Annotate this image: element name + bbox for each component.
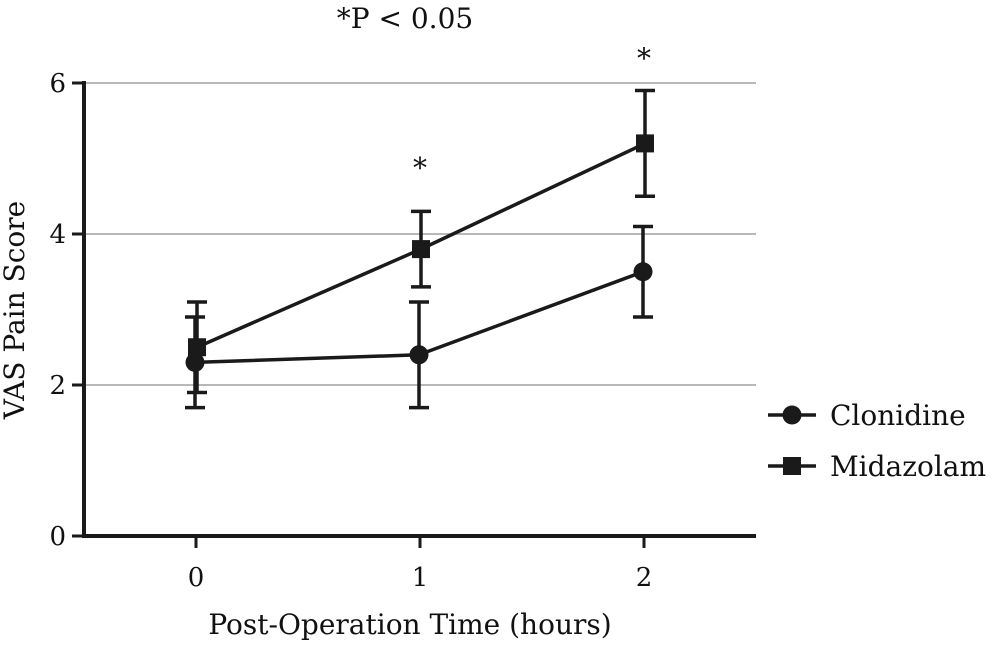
data-point-circle <box>409 345 429 365</box>
y-tick-label: 0 <box>49 522 66 552</box>
legend-item-clonidine: Clonidine <box>768 399 966 432</box>
x-axis-label: Post-Operation Time (hours) <box>208 608 611 641</box>
significance-marker: * <box>413 151 427 184</box>
data-point-square <box>412 240 430 259</box>
chart-title: *P < 0.05 <box>337 2 473 35</box>
legend: Clonidine Midazolam <box>768 399 986 483</box>
axes: 0 2 4 6 0 1 2 <box>49 69 756 593</box>
y-tick-label: 6 <box>49 69 66 99</box>
x-tick-label: 2 <box>636 563 653 593</box>
annotations: ** <box>413 42 651 184</box>
y-tick-label: 4 <box>49 220 66 250</box>
legend-label: Midazolam <box>830 450 986 483</box>
data-point-square <box>636 134 654 153</box>
y-axis-label: VAS Pain Score <box>0 201 31 420</box>
y-tick-label: 2 <box>49 371 66 401</box>
series-clonidine <box>185 224 653 410</box>
legend-marker-circle <box>782 405 802 425</box>
data-point-circle <box>633 262 653 282</box>
data-point-circle <box>185 352 205 372</box>
legend-item-midazolam: Midazolam <box>768 450 986 483</box>
x-tick-label: 1 <box>412 563 429 593</box>
series-midazolam <box>187 88 655 395</box>
legend-label: Clonidine <box>830 399 966 432</box>
x-tick-label: 0 <box>188 563 205 593</box>
legend-marker-square <box>783 457 801 475</box>
data-point-square <box>188 338 206 357</box>
significance-marker: * <box>637 42 651 75</box>
series-layer <box>185 88 655 410</box>
